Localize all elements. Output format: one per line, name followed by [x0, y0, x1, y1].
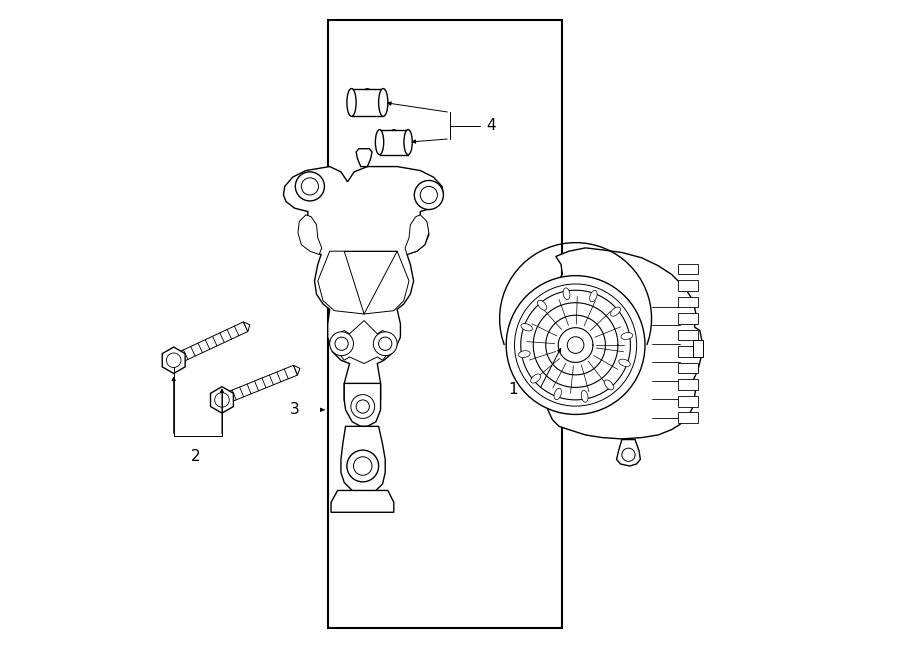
Polygon shape: [318, 251, 409, 314]
Polygon shape: [172, 322, 248, 365]
Circle shape: [302, 178, 319, 195]
Text: 3: 3: [290, 403, 300, 417]
Text: 4: 4: [486, 118, 496, 133]
Circle shape: [420, 186, 437, 204]
Bar: [678, 264, 698, 274]
Circle shape: [374, 332, 397, 356]
Polygon shape: [616, 440, 641, 466]
Polygon shape: [545, 248, 703, 439]
Circle shape: [622, 448, 635, 461]
Ellipse shape: [605, 380, 614, 390]
Polygon shape: [405, 215, 428, 254]
Ellipse shape: [521, 323, 533, 331]
Bar: [678, 280, 698, 291]
Polygon shape: [243, 322, 250, 332]
Ellipse shape: [554, 388, 562, 400]
Polygon shape: [211, 387, 233, 413]
Bar: [678, 363, 698, 373]
Text: 1: 1: [508, 383, 518, 397]
Polygon shape: [334, 321, 392, 364]
Ellipse shape: [621, 332, 633, 339]
Ellipse shape: [581, 391, 588, 402]
Polygon shape: [298, 215, 322, 254]
Polygon shape: [331, 490, 394, 512]
Polygon shape: [341, 426, 385, 496]
Bar: [678, 313, 698, 324]
Bar: [328, 20, 562, 628]
Bar: [678, 379, 698, 390]
Ellipse shape: [518, 351, 530, 358]
Ellipse shape: [379, 89, 388, 116]
Circle shape: [515, 284, 636, 406]
Ellipse shape: [531, 374, 541, 383]
Bar: [678, 346, 698, 357]
Circle shape: [506, 276, 645, 414]
Polygon shape: [344, 383, 381, 426]
Text: 2: 2: [191, 449, 201, 463]
Circle shape: [567, 336, 584, 354]
Bar: [693, 340, 703, 357]
Bar: [352, 89, 383, 116]
Ellipse shape: [563, 288, 570, 299]
Circle shape: [414, 180, 444, 210]
Circle shape: [356, 400, 369, 413]
Polygon shape: [162, 347, 185, 373]
Circle shape: [166, 353, 181, 368]
Polygon shape: [220, 366, 298, 405]
Bar: [380, 130, 408, 155]
Ellipse shape: [590, 290, 597, 302]
Polygon shape: [356, 149, 372, 167]
Ellipse shape: [610, 307, 620, 316]
Bar: [678, 297, 698, 307]
Ellipse shape: [404, 130, 412, 155]
Polygon shape: [293, 366, 300, 375]
Circle shape: [329, 332, 354, 356]
Circle shape: [215, 393, 230, 407]
Bar: [678, 330, 698, 340]
Bar: [678, 396, 698, 407]
Circle shape: [295, 172, 324, 201]
Circle shape: [346, 450, 379, 482]
Circle shape: [351, 395, 374, 418]
Circle shape: [335, 337, 348, 350]
Ellipse shape: [537, 300, 546, 310]
Ellipse shape: [346, 89, 356, 116]
Circle shape: [379, 337, 392, 350]
Ellipse shape: [375, 130, 383, 155]
Circle shape: [354, 457, 372, 475]
Ellipse shape: [619, 359, 630, 367]
Bar: [678, 412, 698, 423]
Polygon shape: [284, 167, 444, 424]
